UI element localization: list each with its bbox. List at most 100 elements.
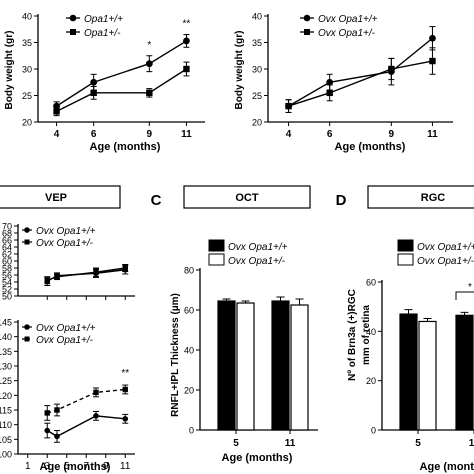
y-tick-label: 68	[2, 229, 12, 239]
y-tick-label: 110	[0, 420, 12, 430]
y-tick-label: 115	[0, 406, 12, 416]
significance-marker: *	[147, 40, 151, 51]
x-axis-title: Age (months)	[90, 141, 161, 153]
significance-marker: *	[468, 282, 472, 293]
bar	[418, 320, 437, 431]
legend-label: Opa1+/-	[84, 28, 121, 39]
y-tick-label: 105	[0, 435, 12, 445]
data-point	[90, 78, 98, 86]
legend-marker-square	[24, 239, 30, 245]
data-point	[122, 416, 129, 422]
data-point	[326, 89, 333, 97]
data-point	[54, 433, 60, 440]
data-point	[90, 89, 97, 97]
y-axis-title: RNFL+IPL Thickness (µm)	[170, 293, 181, 417]
series-line	[46, 415, 126, 438]
x-tick-label: 5	[415, 438, 421, 449]
data-point	[388, 65, 395, 73]
legend-swatch	[208, 253, 225, 266]
bar	[455, 314, 474, 431]
data-point	[122, 265, 128, 271]
y-tick-label: 130	[0, 362, 12, 372]
y-tick-label: 20	[22, 118, 32, 128]
bar	[271, 300, 290, 431]
x-tick-label: 6	[327, 129, 333, 140]
legend-marker-square	[304, 29, 310, 35]
significance-marker: **	[183, 19, 191, 30]
plot-area: 0 20 40 60 5 11 *	[366, 278, 474, 449]
y-axis-title: mm of retina	[361, 305, 372, 365]
header-oct: OCT	[183, 185, 311, 209]
y-tick-label: 40	[184, 346, 194, 356]
legend: Ovx Opa1+/+ Ovx Opa1+/-	[22, 323, 96, 346]
data-point	[53, 108, 60, 115]
y-tick-label: 40	[366, 327, 376, 337]
legend-marker-circle	[69, 14, 77, 22]
bar	[399, 313, 418, 431]
x-tick-label: 9	[103, 461, 109, 472]
x-tick-label: 5	[233, 438, 239, 449]
significance-marker: **	[121, 368, 129, 379]
y-tick-label: 145	[0, 318, 12, 328]
legend-label: Ovx Opa1+/+	[36, 226, 96, 237]
x-tick-label: 6	[91, 129, 97, 140]
legend-marker-circle	[24, 227, 30, 233]
data-point	[93, 389, 99, 396]
legend-swatch	[208, 239, 225, 252]
bar	[290, 304, 309, 431]
x-axis-title: Age (months)	[420, 461, 474, 473]
y-tick-label: 66	[2, 236, 12, 246]
legend-label: Opa1+/+	[84, 14, 123, 25]
x-tick-label: 9	[389, 129, 395, 140]
data-point	[429, 57, 436, 65]
data-point	[93, 269, 99, 275]
header-label: VEP	[45, 192, 67, 204]
header-box	[183, 185, 311, 209]
header-box	[367, 185, 474, 209]
y-tick-label: 30	[252, 65, 262, 75]
y-tick-label: 80	[184, 266, 194, 276]
panel-letter-d: D	[336, 192, 347, 209]
legend-swatch	[397, 253, 414, 266]
legend: Ovx Opa1+/+ Ovx Opa1+/-	[22, 226, 96, 249]
y-tick-label: 58	[2, 264, 12, 274]
legend-label: Ovx Opa1+/-	[318, 28, 376, 39]
plot-area: 20 25 30 35 40 4 6 9 11	[252, 12, 453, 140]
data-point	[326, 78, 334, 86]
y-tick-label: 64	[2, 243, 12, 253]
data-point	[122, 386, 128, 393]
y-axis-title: Nº of Brn3a (+)RGC	[347, 289, 358, 381]
y-tick-label: 60	[366, 278, 376, 288]
y-tick-label: 140	[0, 332, 12, 342]
legend-label: Ovx Opa1+/+	[417, 242, 474, 253]
data-point	[183, 65, 190, 73]
y-tick-label: 25	[22, 91, 32, 101]
legend-label: Ovx Opa1+/-	[36, 238, 94, 249]
x-tick-label: 11	[285, 438, 296, 449]
y-tick-label: 54	[2, 278, 12, 288]
plot-area: 1001051101151201251301351401451357911**	[0, 318, 135, 472]
y-tick-label: 60	[2, 257, 12, 267]
y-tick-label: 35	[252, 38, 262, 48]
x-tick-label: 4	[286, 129, 292, 140]
y-tick-label: 40	[252, 12, 262, 22]
x-tick-label: 1	[25, 461, 31, 472]
y-tick-label: 0	[189, 426, 194, 436]
x-axis-title: Age (months)	[222, 452, 293, 464]
data-point	[145, 60, 153, 68]
y-tick-label: 60	[184, 306, 194, 316]
legend: Opa1+/+ Opa1+/-	[66, 14, 123, 39]
x-tick-label: 11	[120, 461, 131, 472]
y-tick-label: 40	[22, 12, 32, 22]
bar	[236, 302, 255, 431]
panel-oct: 0 20 40 60 80 5 11 Ovx Opa1+/+ Ovx Opa1+/- RNF…	[170, 239, 318, 464]
legend-label: Ovx Opa1+/-	[228, 256, 286, 267]
y-tick-label: 135	[0, 347, 12, 357]
panel-vep-bottom: 1001051101151201251301351401451357911** …	[0, 318, 135, 473]
legend: Ovx Opa1+/+ Ovx Opa1+/-	[208, 239, 288, 267]
